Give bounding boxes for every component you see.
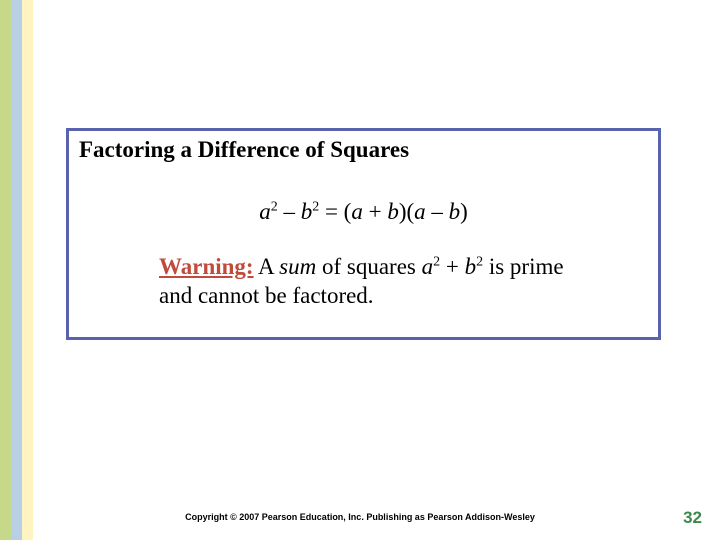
warning-plus: + xyxy=(440,254,464,279)
content-box: Factoring a Difference of Squares a2 – b… xyxy=(66,128,661,340)
warning-t2: of squares xyxy=(316,254,421,279)
warning-label: Warning: xyxy=(159,254,254,279)
stripe-3 xyxy=(22,0,33,540)
formula-co: )( xyxy=(399,199,414,224)
formula-minus2: – xyxy=(426,199,449,224)
page-number: 32 xyxy=(683,508,702,528)
warning-a: a xyxy=(422,254,434,279)
warning-t1: A xyxy=(254,254,280,279)
formula-close: ) xyxy=(460,199,468,224)
stripe-1 xyxy=(0,0,11,540)
formula-eq: = ( xyxy=(319,199,351,224)
side-stripes xyxy=(0,0,33,540)
formula-a3: a xyxy=(414,199,426,224)
formula-minus: – xyxy=(278,199,301,224)
formula-exp1: 2 xyxy=(271,199,278,214)
warning-sum: sum xyxy=(279,254,316,279)
copyright: Copyright © 2007 Pearson Education, Inc.… xyxy=(0,512,720,522)
formula-b3: b xyxy=(449,199,461,224)
formula-plus: + xyxy=(363,199,387,224)
formula-a2: a xyxy=(351,199,363,224)
formula-b2: b xyxy=(387,199,399,224)
stripe-2 xyxy=(11,0,22,540)
warning-text: Warning: A sum of squares a2 + b2 is pri… xyxy=(159,253,598,311)
formula-b1: b xyxy=(301,199,313,224)
formula: a2 – b2 = (a + b)(a – b) xyxy=(79,199,648,225)
box-title: Factoring a Difference of Squares xyxy=(79,137,648,163)
warning-b: b xyxy=(465,254,477,279)
formula-a1: a xyxy=(259,199,271,224)
